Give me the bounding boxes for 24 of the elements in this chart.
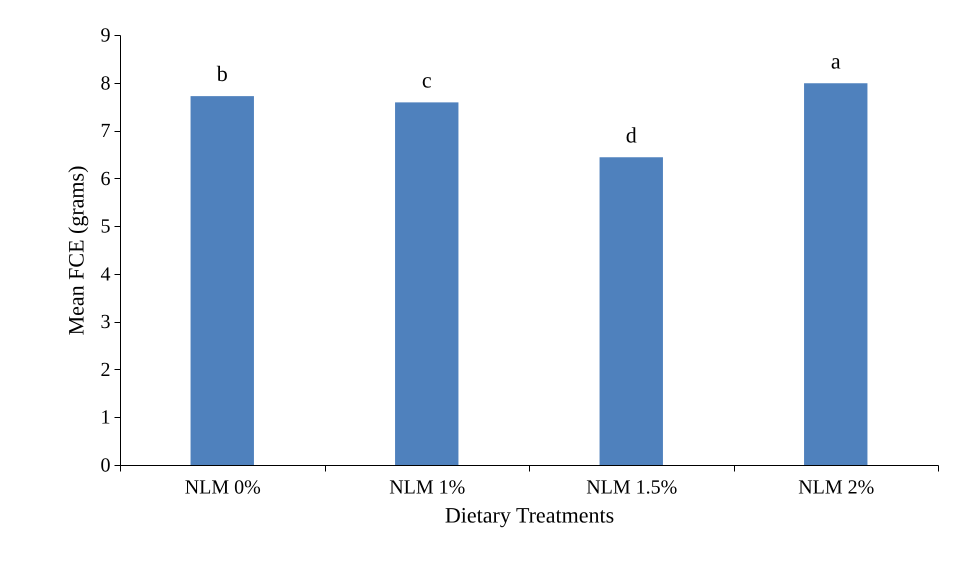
y-tick-label: 0: [100, 454, 110, 476]
annotation: c: [422, 67, 432, 92]
y-axis-title: Mean FCE (grams): [64, 166, 88, 336]
y-tick-label: 3: [100, 311, 110, 334]
x-tick-label: NLM 1.5%: [586, 476, 678, 498]
bar: [804, 83, 868, 465]
y-tick-label: 5: [100, 216, 110, 238]
y-tick-label: 1: [100, 406, 110, 429]
bar: [600, 157, 663, 465]
x-axis-title: Dietary Treatments: [444, 502, 614, 528]
y-tick-label: 9: [100, 24, 110, 46]
x-tick-label: NLM 1%: [389, 476, 466, 498]
annotation: b: [216, 61, 228, 86]
annotation: d: [626, 122, 637, 148]
y-tick-label: 6: [100, 168, 110, 190]
y-tick-label: 4: [100, 263, 110, 286]
bar: [190, 96, 254, 465]
y-tick-label: 7: [100, 120, 110, 142]
y-tick-label: 8: [100, 72, 110, 94]
bar: [395, 102, 458, 465]
x-tick-label: NLM 2%: [798, 476, 874, 498]
annotation: a: [830, 48, 841, 74]
y-tick-label: 2: [100, 358, 110, 381]
x-tick-label: NLM 0%: [184, 476, 261, 498]
